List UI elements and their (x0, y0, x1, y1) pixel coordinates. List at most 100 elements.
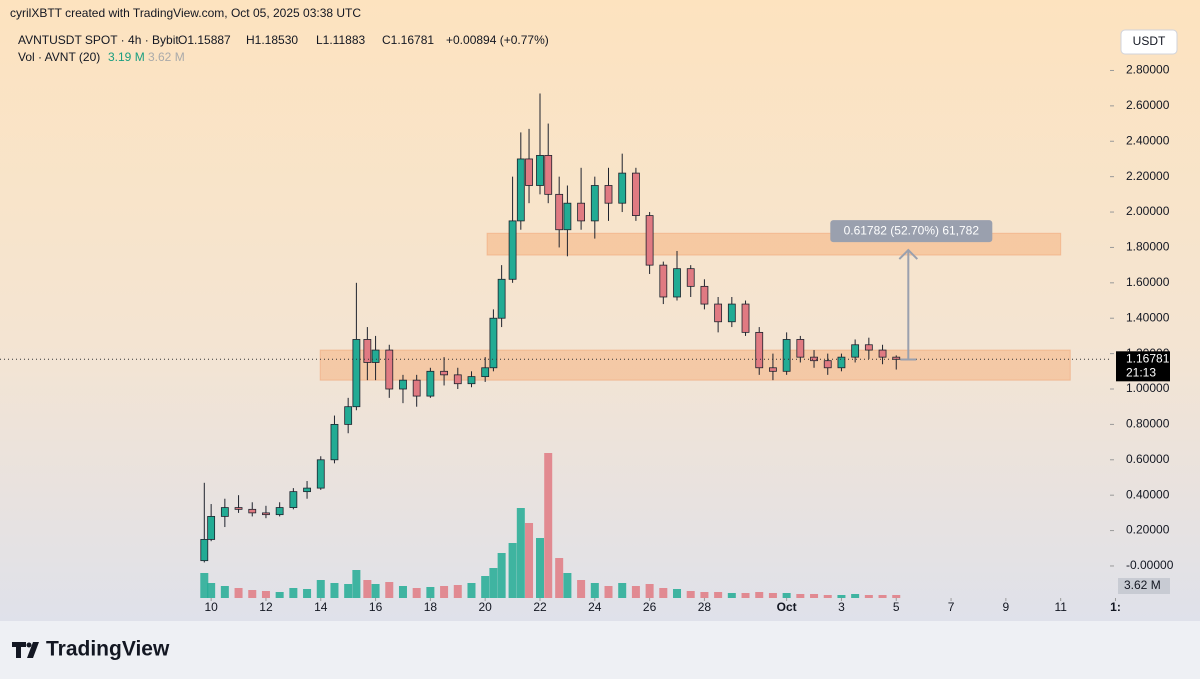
x-tick-label: 7 (948, 600, 955, 614)
volume-bar (220, 586, 229, 598)
volume-bar (275, 592, 284, 598)
volume-bar (782, 593, 791, 598)
credit: cyrilXBTT created with TradingView.com, … (10, 6, 361, 20)
candle-body (385, 349, 394, 390)
volume-bar (727, 593, 736, 598)
candle-body (577, 202, 586, 222)
candle-body (275, 507, 284, 516)
y-tick-label: 0.40000 (1126, 487, 1170, 501)
candle-body (851, 344, 860, 358)
candle-body (741, 303, 750, 333)
volume-bar (303, 589, 312, 598)
volume-bar (700, 592, 709, 598)
candle-body (363, 339, 372, 363)
legend-volume-value: 3.19 M (108, 50, 145, 64)
x-tick-label: 5 (893, 600, 900, 614)
legend-open: O1.15887 (178, 33, 231, 47)
candle-body (289, 491, 298, 508)
legend-change: +0.00894 (+0.77%) (446, 33, 549, 47)
x-tick-label: 28 (698, 600, 712, 614)
candle-body (686, 268, 695, 287)
candle-body (330, 423, 339, 461)
candle-body (516, 158, 525, 222)
last-price-box (1116, 351, 1170, 382)
volume-bar (631, 586, 640, 598)
volume-bar (289, 588, 298, 598)
candle-body (481, 367, 490, 378)
candle-body (604, 185, 613, 204)
candle-body (508, 220, 517, 280)
candle-body (497, 278, 506, 319)
candle-body (344, 406, 353, 425)
candle-body (426, 370, 435, 397)
volume-bar (604, 586, 613, 598)
candle-body (412, 379, 421, 397)
x-tick-label: 22 (533, 600, 547, 614)
volume-bar (590, 583, 599, 598)
x-tick-label: 18 (424, 600, 438, 614)
candle-body (440, 370, 448, 376)
y-tick-label: 1.00000 (1126, 381, 1170, 395)
candle-body (467, 376, 476, 385)
volume-bar (385, 582, 394, 598)
measure-arrowhead (898, 248, 919, 260)
volume-bar (508, 543, 517, 598)
candle-body (316, 459, 325, 489)
volume-bar (330, 583, 339, 598)
x-tick-label: 9 (1003, 600, 1010, 614)
y-tick-label: 1.60000 (1126, 275, 1170, 289)
volume-bar (467, 583, 476, 598)
y-tick-label: 2.60000 (1126, 98, 1170, 112)
countdown-label: 21:13 (1126, 365, 1156, 379)
volume-bar (768, 593, 777, 598)
volume-bar (563, 573, 572, 598)
volume-bar (316, 580, 325, 598)
candle-body (727, 303, 736, 323)
x-tick-label: 14 (314, 600, 328, 614)
candle-body (555, 193, 564, 231)
volume-bar (525, 523, 534, 598)
candle-body (352, 339, 361, 408)
volume-bar (344, 584, 353, 598)
candle-body (755, 331, 764, 369)
candle-body (810, 356, 818, 362)
legend-high: H1.18530 (246, 33, 298, 47)
currency-button[interactable] (1120, 29, 1178, 55)
candle-body (632, 172, 640, 216)
currency-button-label[interactable]: USDT (1133, 34, 1166, 48)
legend-low: L1.11883 (316, 33, 365, 47)
volume-bar (207, 583, 216, 598)
volume-bar (673, 589, 682, 598)
candle-body (453, 374, 462, 385)
volume-bar (481, 576, 490, 598)
x-tick-label: 12 (259, 600, 273, 614)
last-price-label: 1.16781 (1126, 351, 1170, 365)
volume-bar (645, 584, 654, 598)
volume-bar (686, 591, 695, 598)
x-tick-label: 16 (369, 600, 383, 614)
volume-bar (544, 453, 553, 598)
candle-body (220, 507, 229, 517)
volume-bar (200, 573, 209, 598)
volume-bar (516, 508, 525, 598)
candle-body (673, 268, 681, 298)
y-tick-label: 2.80000 (1126, 63, 1170, 77)
volume-bar (741, 593, 750, 598)
candle-body (878, 349, 887, 358)
x-tick-label: Oct (777, 600, 797, 614)
volume-bar (426, 587, 435, 598)
legend-symbol: AVNTUSDT SPOT · 4h · Bybit (18, 33, 179, 47)
y-tick-label: -0.00000 (1126, 558, 1174, 572)
candle-body (371, 349, 380, 363)
volume-bar (497, 553, 506, 598)
legend-volume-ma: 3.62 M (148, 50, 185, 64)
footer-logo (12, 642, 39, 658)
candle-body (659, 264, 668, 298)
y-tick-label: 0.20000 (1126, 523, 1170, 537)
volume-bar (659, 588, 668, 598)
volume-bar (555, 558, 564, 598)
volume-bar (810, 594, 819, 598)
candle-body (837, 356, 846, 369)
candle-body (303, 487, 311, 493)
volume-bar (864, 595, 873, 598)
